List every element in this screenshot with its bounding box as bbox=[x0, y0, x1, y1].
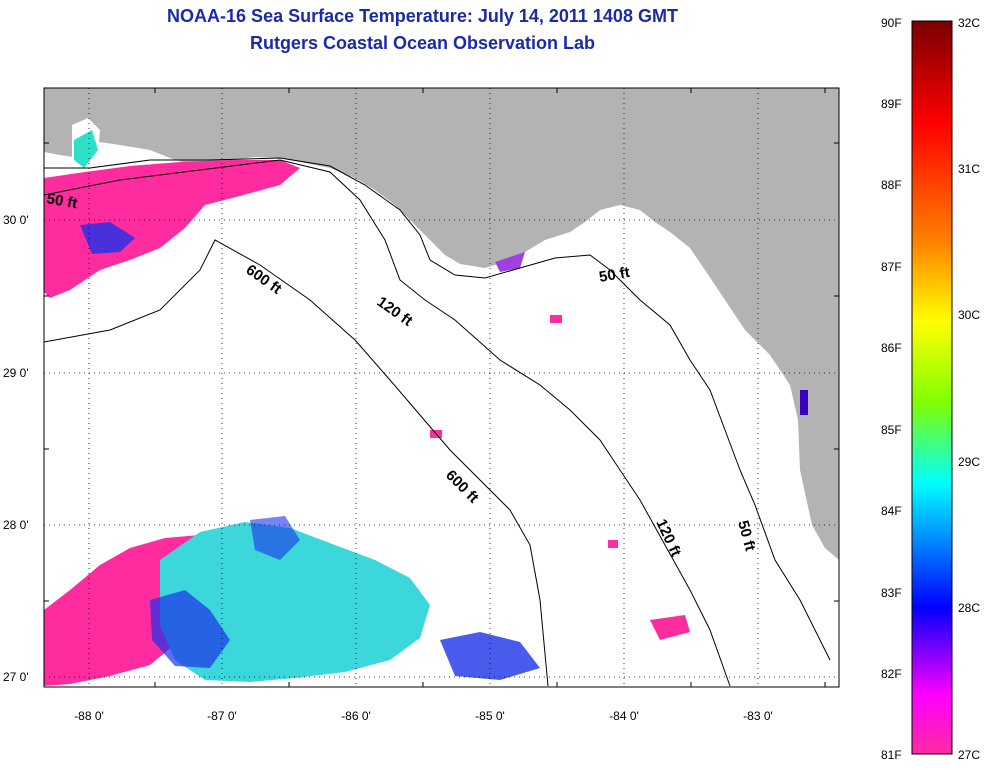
map-frame bbox=[43, 87, 840, 688]
isobath-label: 50 ft bbox=[45, 190, 78, 212]
colorbar-label-f: 88F bbox=[881, 178, 902, 192]
sst-speck bbox=[550, 315, 562, 323]
isobath-label: 50 ft bbox=[598, 264, 631, 286]
colorbar-label-f: 86F bbox=[881, 341, 902, 355]
lat-label: 30 0' bbox=[3, 213, 29, 227]
sst-patch-sw-blue bbox=[150, 590, 230, 668]
isobath-120ft bbox=[44, 159, 731, 687]
colorbar-label-c: 27C bbox=[958, 748, 981, 762]
land-mass bbox=[44, 88, 839, 560]
lon-label: -83 0' bbox=[743, 709, 773, 723]
sst-patch-nw bbox=[44, 160, 300, 298]
colorbar-label-c: 30C bbox=[958, 308, 981, 322]
lon-label: -84 0' bbox=[609, 709, 639, 723]
sst-patch-east bbox=[650, 615, 690, 640]
isobath-50ft bbox=[44, 157, 831, 661]
colorbar-label-f: 89F bbox=[881, 97, 902, 111]
colorbar-label-f: 85F bbox=[881, 423, 902, 437]
lon-label: -88 0' bbox=[74, 709, 104, 723]
lat-label: 28 0' bbox=[3, 518, 29, 532]
colorbar bbox=[911, 20, 953, 755]
isobath-600ft bbox=[44, 239, 549, 687]
lon-label: -87 0' bbox=[207, 709, 237, 723]
colorbar-label-c: 31C bbox=[958, 162, 981, 176]
colorbar-label-f: 81F bbox=[881, 748, 902, 762]
lat-label: 27 0' bbox=[3, 670, 29, 684]
lat-label: 29 0' bbox=[3, 366, 29, 380]
sst-speck bbox=[608, 540, 618, 548]
colorbar-label-c: 29C bbox=[958, 455, 981, 469]
sst-patch-bay bbox=[74, 130, 98, 168]
sst-patch-bigbend bbox=[495, 252, 525, 272]
lon-label: -85 0' bbox=[475, 709, 505, 723]
lon-label: -86 0' bbox=[341, 709, 371, 723]
colorbar-label-f: 82F bbox=[881, 667, 902, 681]
sst-patch-sw-blue-2 bbox=[250, 516, 300, 560]
sst-patch-south bbox=[440, 632, 540, 680]
colorbar-label-f: 90F bbox=[881, 16, 902, 30]
map-subtitle: Rutgers Coastal Ocean Observation Lab bbox=[249, 33, 596, 53]
map-title: NOAA-16 Sea Surface Temperature: July 14… bbox=[167, 6, 678, 26]
colorbar-label-f: 87F bbox=[881, 260, 902, 274]
colorbar-label-c: 32C bbox=[958, 16, 981, 30]
colorbar-label-c: 28C bbox=[958, 601, 981, 615]
colorbar-label-f: 84F bbox=[881, 504, 902, 518]
colorbar-label-f: 83F bbox=[881, 586, 902, 600]
sst-patch-nw-blue bbox=[80, 222, 135, 254]
sst-speck bbox=[800, 390, 808, 415]
